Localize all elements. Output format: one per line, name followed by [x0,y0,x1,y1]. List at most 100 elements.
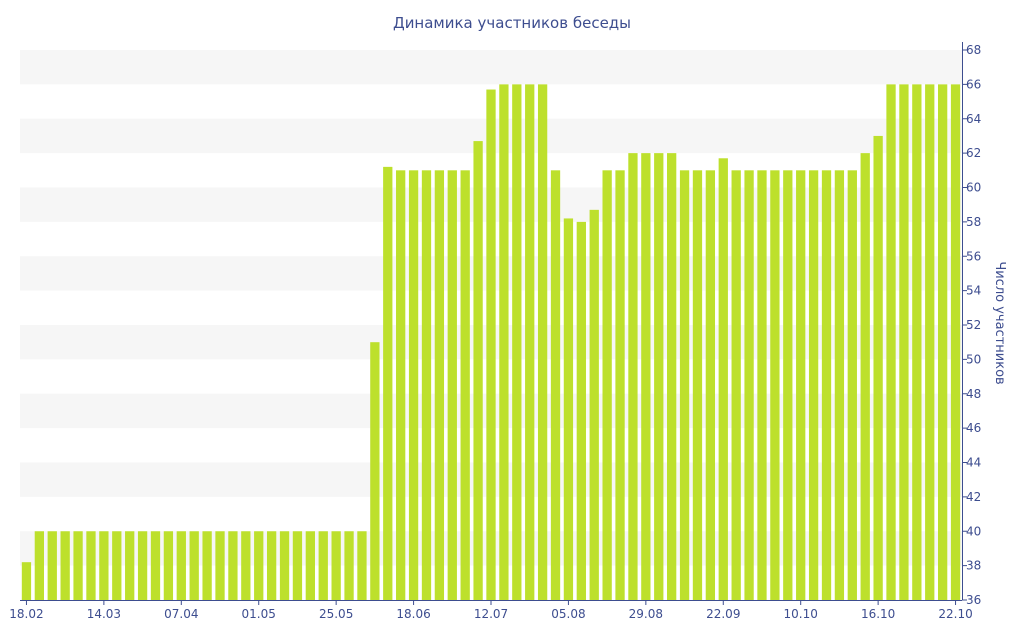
bar [137,531,148,600]
x-tick-label: 25.05 [319,607,353,621]
axes-group [20,42,967,605]
x-tick-label: 07.04 [164,607,198,621]
bar [318,531,328,600]
y-tick-label: 48 [966,387,981,401]
x-tick-label: 18.06 [396,607,430,621]
y-tick-label: 68 [966,43,981,57]
bar [950,84,961,600]
bar [370,342,380,600]
bar [473,141,483,600]
chart-title: Динамика участников беседы [393,14,631,32]
bar [808,170,819,600]
bar [499,84,509,600]
bar [912,84,922,600]
bar [550,170,561,600]
x-tick-label: 01.05 [242,607,276,621]
x-tick-label: 14.03 [87,607,121,621]
bar [925,84,935,600]
bar [744,170,754,600]
bar [834,170,845,600]
labels-group: 36 38 40 42 44 46 48 50 52 54 56 58 60 62 64 66 68 18.02 1… [9,43,981,621]
y-tick-label: 52 [966,318,981,332]
bar [434,170,445,600]
bar [292,531,303,600]
bar [331,531,341,600]
bar [60,531,70,600]
x-tick-label: 29.08 [629,607,663,621]
bar [512,84,522,600]
bar [34,531,45,600]
x-tick-label: 22.10 [938,607,972,621]
bar [783,170,793,600]
bar [667,153,677,600]
bar [47,531,57,600]
y-tick-label: 36 [966,593,981,607]
bar [254,531,264,600]
bar [821,170,832,600]
bar [886,84,896,600]
bar [447,170,457,600]
y-tick-label: 38 [966,559,981,573]
x-tick-label: 22.09 [706,607,740,621]
bar [576,221,586,600]
bar [421,170,432,600]
bar [357,531,367,600]
bar [86,531,96,600]
y-tick-label: 44 [966,456,981,470]
x-tick-label: 05.08 [551,607,585,621]
bar [679,170,690,600]
y-axis-title: Число участников [992,261,1007,384]
y-tick-label: 58 [966,215,981,229]
y-tick-label: 42 [966,490,981,504]
bar [189,531,199,600]
bar [937,84,948,600]
bar [266,531,277,600]
bar [305,531,315,600]
y-tick-label: 62 [966,146,981,160]
grid-band [20,50,962,85]
bar [537,84,548,600]
bar [460,170,470,600]
bar [796,170,806,600]
bars-group [21,84,961,600]
y-tick-label: 66 [966,77,981,91]
bar [383,166,393,600]
bar [847,170,857,600]
bar [770,170,780,600]
bar [899,84,909,600]
y-tick-label: 56 [966,249,981,263]
bar [21,562,32,600]
bar [125,531,135,600]
bar [692,170,703,600]
y-tick-label: 60 [966,181,981,195]
bar [408,170,419,600]
y-tick-label: 64 [966,112,981,126]
x-tick-label: 18.02 [9,607,43,621]
bar [525,84,535,600]
bar [615,170,625,600]
bar [99,531,109,600]
bar [112,531,122,600]
bar [563,218,574,600]
bar [279,531,290,600]
bar [654,153,664,600]
bar [873,135,883,600]
bar [176,531,186,600]
y-tick-label: 50 [966,352,981,366]
x-tick-label: 10.10 [784,607,818,621]
bar [628,153,638,600]
bar [641,153,651,600]
bar [344,531,354,600]
x-tick-label: 12.07 [474,607,508,621]
bar [396,170,406,600]
bar [705,170,716,600]
bar [73,531,83,600]
bar [228,531,238,600]
bar [241,531,251,600]
bar [602,170,612,600]
bar [731,170,741,600]
bar [150,531,161,600]
bar [163,531,174,600]
